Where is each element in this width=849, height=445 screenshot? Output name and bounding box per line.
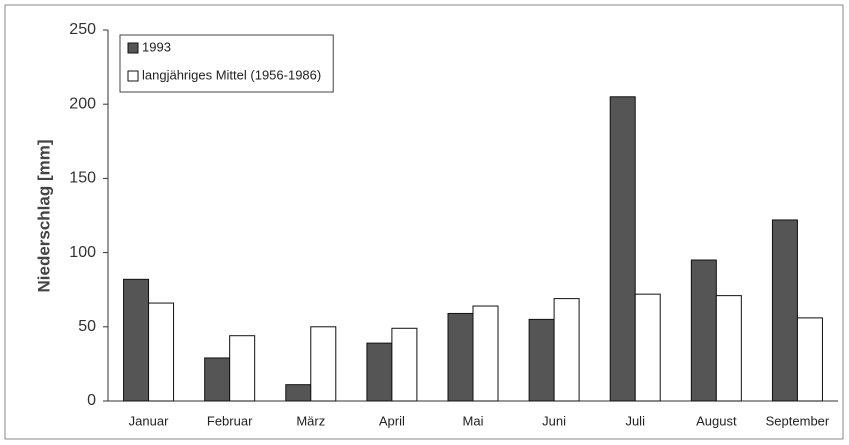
x-tick-label: März (296, 413, 325, 428)
bar (771, 219, 798, 402)
y-tick-label: 150 (69, 170, 96, 187)
legend-swatch (127, 42, 139, 54)
bar (690, 259, 717, 402)
bar (366, 342, 393, 402)
bar (796, 317, 823, 402)
bar (391, 327, 418, 402)
legend-box (119, 34, 334, 93)
legend-label: 1993 (142, 39, 171, 54)
x-tick-label: August (696, 413, 737, 428)
x-tick-label: Mai (463, 413, 484, 428)
bar (634, 293, 661, 402)
y-tick-label: 250 (69, 21, 96, 38)
y-tick-label: 100 (69, 244, 96, 261)
y-tick-label: 0 (87, 392, 96, 409)
x-tick-label: Januar (129, 413, 169, 428)
x-tick-label: September (766, 413, 830, 428)
x-tick-label: Juli (625, 413, 645, 428)
bar (472, 305, 499, 402)
bar (447, 312, 474, 402)
legend-label: langjähriges Mittel (1956-1986) (142, 67, 321, 82)
x-tick-label: April (379, 413, 405, 428)
bar (148, 302, 175, 402)
bar (123, 278, 150, 402)
bar (609, 96, 636, 402)
y-tick-label: 50 (78, 318, 96, 335)
y-axis-label: Niederschlag [mm] (34, 139, 53, 292)
legend-swatch (127, 70, 139, 82)
bar (204, 357, 231, 402)
x-tick-label: Februar (207, 413, 253, 428)
bar (310, 326, 337, 402)
bar (285, 384, 312, 402)
y-tick-label: 200 (69, 95, 96, 112)
bar (553, 298, 580, 402)
bar (229, 335, 256, 402)
bar (528, 318, 555, 402)
bar (715, 295, 742, 402)
x-tick-label: Juni (542, 413, 566, 428)
